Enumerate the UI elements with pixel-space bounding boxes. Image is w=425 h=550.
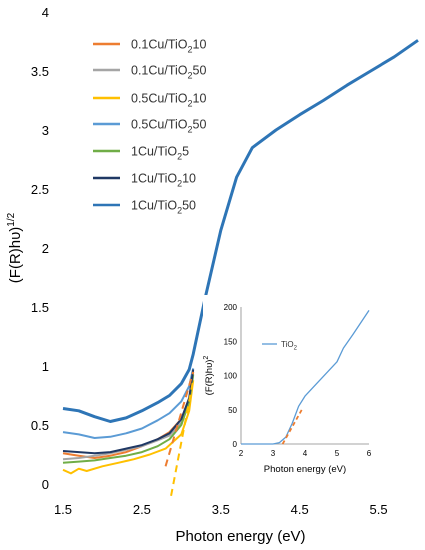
main-axes: 0 0.5 1 1.5 2 2.5 3 3.5 4 1.5 2.5 3.5 4.5 5.5 Photon e… (6, 5, 388, 545)
y-tick-label: 4 (42, 5, 49, 20)
legend-label-3: 0.5Cu/TiO250 (131, 118, 206, 135)
legend-label-sub: 2 (177, 152, 182, 162)
legend-label-4: 1Cu/TiO25 (131, 145, 189, 162)
x-tick-label: 1.5 (54, 502, 72, 517)
y-axis-title-sup: 1/2 (6, 212, 17, 226)
legend-label-text: 50 (193, 118, 207, 132)
tangent-line-1 (170, 379, 195, 496)
series-line-5 (62, 369, 195, 455)
series-line-4 (62, 374, 195, 464)
legend-label-text: 0.5Cu/TiO (131, 92, 188, 106)
x-axis-title: Photon energy (eV) (175, 528, 305, 545)
legend-label-text: 1Cu/TiO (131, 172, 177, 186)
legend-label-sub: 2 (188, 71, 193, 81)
inset-x-tick-label: 5 (335, 449, 340, 458)
inset-legend-sub: 2 (294, 346, 298, 352)
legend-label-0: 0.1Cu/TiO210 (131, 38, 206, 55)
inset-background (203, 295, 383, 481)
inset-y-tick-label: 50 (228, 406, 237, 415)
inset-x-tick-label: 4 (303, 449, 308, 458)
legend-label-sub: 2 (188, 99, 193, 109)
y-tick-label: 0 (42, 477, 49, 492)
inset-y-axis-title-base: (F(R)hυ) (204, 360, 215, 396)
x-tick-label: 4.5 (291, 502, 309, 517)
x-tick-label: 2.5 (133, 502, 151, 517)
legend-label-sub: 2 (188, 45, 193, 55)
legend-label-text: 1Cu/TiO (131, 145, 177, 159)
series-line-0 (62, 371, 195, 459)
inset-series-line-0 (241, 310, 370, 445)
legend-label-6: 1Cu/TiO250 (131, 199, 196, 216)
main-tangent-layer (164, 371, 195, 496)
y-axis-title-base: (F(R)hυ) (7, 227, 24, 284)
legend-label-text: 10 (182, 172, 196, 186)
y-tick-label: 3.5 (31, 64, 49, 79)
legend-label-text: 1Cu/TiO (131, 199, 177, 213)
legend-label-5: 1Cu/TiO210 (131, 172, 196, 189)
legend-label-1: 0.1Cu/TiO250 (131, 64, 206, 81)
inset-legend-text: TiO (281, 340, 294, 349)
series-line-3 (62, 368, 195, 439)
inset-y-axis-title: (F(R)hυ)2 (203, 356, 215, 396)
legend-label-text: 50 (193, 64, 207, 78)
y-tick-label: 2 (42, 241, 49, 256)
inset-legend-label-0: TiO2 (281, 340, 298, 352)
tangent-line-0 (164, 371, 195, 467)
y-tick-label: 1 (42, 359, 49, 374)
legend-label-text: 5 (182, 145, 189, 159)
legend-label-text: 10 (193, 38, 207, 52)
inset-x-tick-label: 3 (271, 449, 276, 458)
legend-label-text: 0.1Cu/TiO (131, 64, 188, 78)
inset-x-tick-label: 6 (367, 449, 372, 458)
legend-label-sub: 2 (177, 179, 182, 189)
inset-y-tick-label: 150 (224, 337, 238, 346)
legend-label-sub: 2 (188, 125, 193, 135)
y-tick-label: 3 (42, 123, 49, 138)
main-legend: 0.1Cu/TiO2100.1Cu/TiO2500.5Cu/TiO2100.5C… (93, 38, 206, 216)
legend-label-sub: 2 (177, 206, 182, 216)
inset-x-axis-title: Photon energy (eV) (264, 464, 346, 475)
x-tick-label: 5.5 (370, 502, 388, 517)
inset-y-tick-label: 0 (233, 440, 238, 449)
y-axis-title: (F(R)hυ)1/2 (6, 212, 24, 283)
inset-y-tick-label: 200 (224, 303, 238, 312)
series-line-6 (62, 39, 419, 423)
legend-label-2: 0.5Cu/TiO210 (131, 92, 206, 109)
y-tick-label: 1.5 (31, 300, 49, 315)
y-tick-label: 0.5 (31, 418, 49, 433)
x-tick-label: 3.5 (212, 502, 230, 517)
legend-label-text: 10 (193, 92, 207, 106)
inset-y-tick-label: 100 (224, 372, 238, 381)
inset-y-axis-title-sup: 2 (203, 356, 210, 360)
inset-x-tick-label: 2 (239, 449, 244, 458)
legend-label-text: 0.5Cu/TiO (131, 118, 188, 132)
inset-chart: 0 50 100 150 200 2 3 4 5 6 Photon energy (eV) (F(R)… (203, 295, 383, 481)
legend-label-text: 50 (182, 199, 196, 213)
legend-label-text: 0.1Cu/TiO (131, 38, 188, 52)
y-tick-label: 2.5 (31, 182, 49, 197)
